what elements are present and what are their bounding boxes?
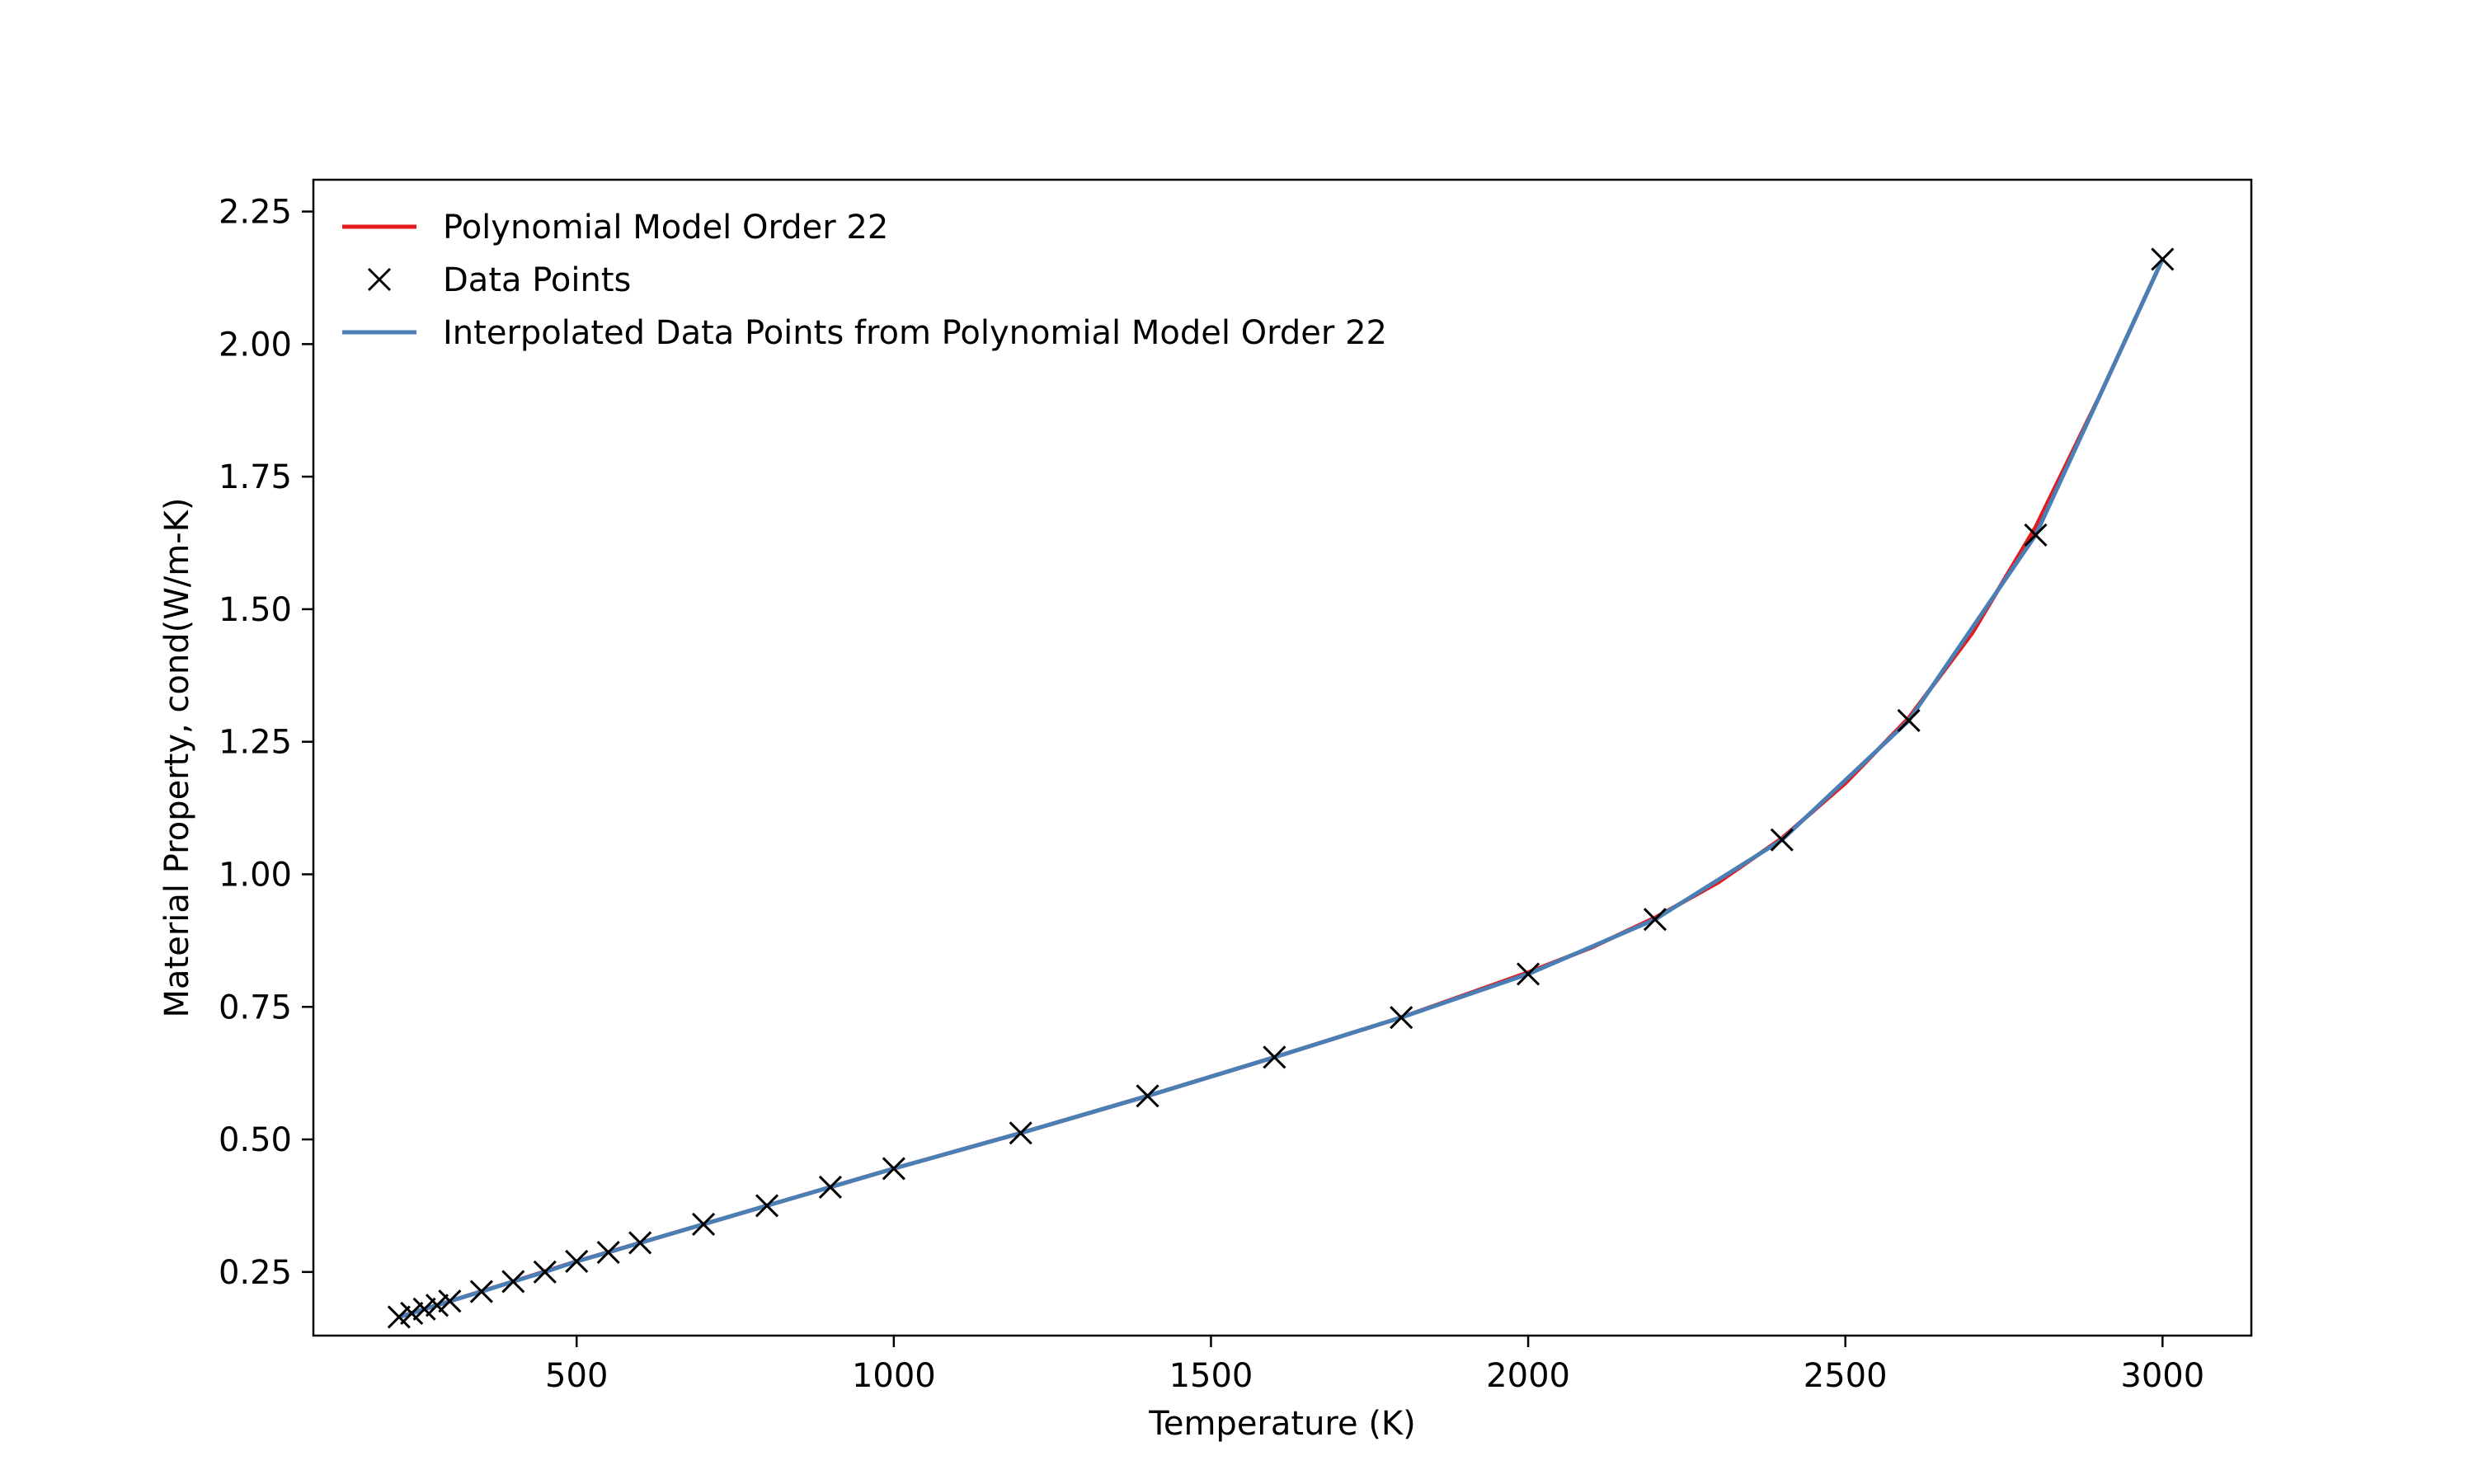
y-axis: 0.25 0.50 0.75 1.00 1.25 1.50 1.75 2.00 2.25 xyxy=(219,194,313,1292)
plot-frame xyxy=(312,178,2253,1337)
data-point-marker xyxy=(818,1175,842,1199)
y-tick-label: 0.25 xyxy=(219,1254,292,1292)
plot-content xyxy=(387,247,2175,1329)
data-point-marker xyxy=(1136,1084,1159,1108)
y-tick-label: 0.75 xyxy=(219,989,292,1026)
legend-swatch-1 xyxy=(367,267,392,292)
data-point-marker xyxy=(438,1289,462,1313)
data-point-marker xyxy=(533,1260,557,1284)
y-tick-label: 2.25 xyxy=(219,194,292,232)
legend-label-2: Interpolated Data Points from Polynomial… xyxy=(443,314,1387,352)
x-tick-label: 1000 xyxy=(852,1357,936,1395)
data-point-marker xyxy=(425,1294,449,1317)
data-point-marker xyxy=(1897,708,1921,733)
x-axis-label: Temperature (K) xyxy=(1148,1405,1416,1443)
data-point-marker xyxy=(1770,828,1794,852)
y-tick-label: 0.50 xyxy=(219,1121,292,1159)
y-tick-label: 2.00 xyxy=(219,326,292,364)
x-tick-label: 500 xyxy=(545,1357,608,1395)
legend-label-0: Polynomial Model Order 22 xyxy=(443,209,888,247)
data-point-marker xyxy=(1517,962,1540,986)
data-point-marker xyxy=(628,1231,652,1255)
data-point-marker xyxy=(1263,1045,1286,1069)
data-point-marker xyxy=(755,1194,779,1218)
x-tick-label: 2000 xyxy=(1486,1357,1570,1395)
data-point-marker xyxy=(2151,247,2175,271)
data-point-marker xyxy=(596,1240,620,1265)
x-tick-label: 3000 xyxy=(2120,1357,2204,1395)
data-point-marker xyxy=(565,1249,589,1274)
data-point-marker xyxy=(412,1297,436,1321)
data-point-marker xyxy=(1009,1121,1032,1145)
x-tick-label: 1500 xyxy=(1169,1357,1253,1395)
x-tick-label: 2500 xyxy=(1804,1357,1888,1395)
data-point-marker xyxy=(400,1301,424,1326)
y-tick-label: 1.25 xyxy=(219,724,292,762)
data-point-marker xyxy=(2024,523,2048,547)
data-point-marker xyxy=(469,1280,493,1303)
y-tick-label: 1.75 xyxy=(219,458,292,496)
data-point-marker xyxy=(882,1157,905,1181)
x-axis: 500 1000 1500 2000 2500 3000 xyxy=(545,1336,2204,1395)
data-point-marker xyxy=(1643,908,1667,932)
data-point-marker xyxy=(387,1305,411,1329)
data-point-marker xyxy=(692,1212,716,1237)
data-point-marker xyxy=(501,1270,525,1294)
y-axis-label: Material Property, cond(W/m-K) xyxy=(158,498,196,1018)
y-tick-label: 1.00 xyxy=(219,856,292,894)
legend-label-1: Data Points xyxy=(443,261,631,299)
y-tick-label: 1.50 xyxy=(219,591,292,629)
legend: Polynomial Model Order 22 Data Points Inte… xyxy=(342,209,1387,352)
data-point-marker xyxy=(1390,1006,1413,1030)
